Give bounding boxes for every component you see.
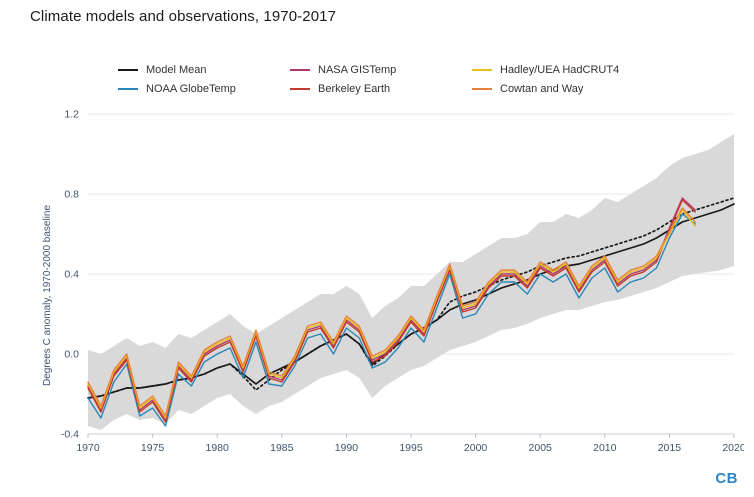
legend-marker-berkeley-earth	[290, 87, 310, 91]
x-tick-label: 2000	[464, 442, 488, 454]
legend-label-nasa-gistemp: NASA GISTemp	[318, 64, 397, 76]
y-tick-label: 0.8	[64, 189, 79, 201]
legend-marker-hadley-uea-hadcrut4	[472, 68, 492, 72]
series-line-berkeley-earth	[87, 199, 696, 423]
legend-item-hadley-uea-hadcrut4: Hadley/UEA HadCRUT4	[472, 64, 619, 76]
series-line-nasa-gistemp	[87, 197, 696, 421]
legend-label-berkeley-earth: Berkeley Earth	[318, 83, 391, 95]
x-tick-label: 2015	[658, 442, 682, 454]
series-line-cowtan-and-way	[87, 207, 696, 417]
y-tick-label: -0.4	[61, 429, 79, 441]
model-spread-band	[88, 134, 734, 430]
x-tick-label: 2010	[593, 442, 617, 454]
y-tick-label: 0.4	[64, 269, 79, 281]
x-tick-label: 2005	[529, 442, 553, 454]
x-tick-label: 1995	[399, 442, 423, 454]
legend-marker-nasa-gistemp	[290, 68, 310, 72]
legend-label-cowtan-and-way: Cowtan and Way	[500, 83, 584, 95]
x-tick-label: 2020	[722, 442, 744, 454]
legend-label-model-mean: Model Mean	[146, 64, 207, 76]
chart-area: Degrees C anomaly, 1970-2000 baseline 19…	[28, 98, 744, 470]
legend-item-cowtan-and-way: Cowtan and Way	[472, 83, 619, 95]
legend-label-hadley-uea-hadcrut4: Hadley/UEA HadCRUT4	[500, 64, 620, 76]
legend-item-model-mean: Model Mean	[118, 64, 290, 76]
chart-title: Climate models and observations, 1970-20…	[30, 8, 337, 25]
y-tick-label: 1.2	[64, 109, 79, 121]
x-tick-label: 1990	[335, 442, 359, 454]
legend-marker-cowtan-and-way	[472, 87, 492, 91]
legend-item-berkeley-earth: Berkeley Earth	[290, 83, 472, 95]
legend-item-nasa-gistemp: NASA GISTemp	[290, 64, 472, 76]
chart-legend: Model Mean NASA GISTemp Hadley/UEA HadCRUT…	[118, 64, 619, 95]
legend-item-noaa-globetemp: NOAA GlobeTemp	[118, 83, 290, 95]
x-tick-label: 1980	[206, 442, 230, 454]
y-tick-label: 0.0	[64, 349, 79, 361]
x-tick-label: 1985	[270, 442, 294, 454]
legend-marker-noaa-globetemp	[118, 87, 138, 91]
chart-canvas: 1970 1975 1980 1985 1990 1995 2000 2005 2010 2015…	[61, 109, 744, 455]
x-tick-label: 1975	[141, 442, 165, 454]
series-line-noaa-globetemp	[87, 213, 696, 427]
legend-label-noaa-globetemp: NOAA GlobeTemp	[146, 83, 236, 95]
series-line-hadley-uea-hadcrut4	[87, 209, 696, 419]
legend-marker-model-mean	[118, 68, 138, 72]
carbonbrief-logo: CB	[715, 470, 738, 487]
x-tick-label: 1970	[76, 442, 100, 454]
